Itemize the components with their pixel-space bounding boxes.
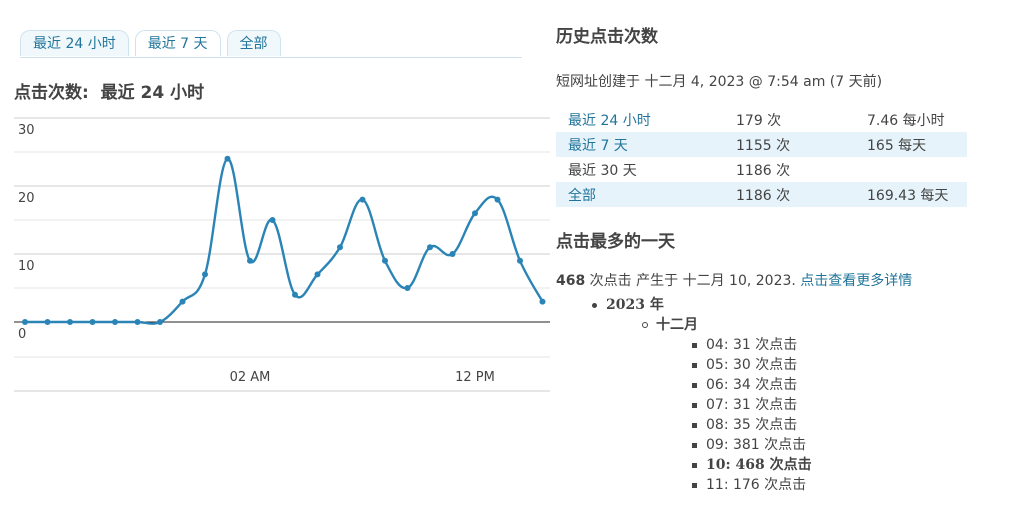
tab-last-24-hours[interactable]: 最近 24 小时	[20, 30, 129, 56]
series-line	[25, 157, 544, 325]
clicks-line-chart: 0 10 20 30 02 AM 12 PM	[14, 117, 550, 392]
y-tick-label: 0	[18, 327, 26, 342]
table-row: 全部 1186 次 169.43 每天	[556, 182, 967, 207]
data-point	[449, 251, 456, 257]
data-point	[404, 285, 411, 291]
data-point	[67, 319, 73, 325]
table-row: 最近 30 天 1186 次	[556, 157, 967, 182]
y-tick-label: 20	[18, 191, 35, 206]
list-item: 07: 31 次点击	[692, 395, 812, 415]
x-tick-label: 02 AM	[230, 370, 271, 385]
row-count: 1186 次	[724, 182, 855, 207]
month-label: 十二月	[656, 317, 698, 333]
data-point	[22, 319, 28, 325]
chart-title: 点击次数: 最近 24 小时	[14, 83, 205, 103]
tab-all[interactable]: 全部	[226, 30, 281, 56]
list-item: 05: 30 次点击	[692, 355, 812, 375]
data-point	[202, 271, 208, 278]
data-point	[179, 298, 186, 305]
row-rate	[855, 157, 967, 182]
best-day-summary: 468 次点击 产生于 十二月 10, 2023. 点击查看更多详情	[556, 270, 996, 290]
row-label-last-7d[interactable]: 最近 7 天	[556, 132, 724, 157]
history-panel: 历史点击次数 短网址创建于 十二月 4, 2023 @ 7:54 am (7 天…	[556, 22, 996, 493]
row-count: 1186 次	[736, 162, 791, 179]
data-point	[157, 319, 163, 325]
history-table: 最近 24 小时 179 次 7.46 每小时 最近 7 天 1155 次 16…	[556, 107, 967, 207]
year-item: 2023 年 十二月 04: 31 次点击 05: 30 次点击 06: 34 次点…	[592, 295, 812, 495]
list-item: 06: 34 次点击	[692, 375, 812, 395]
table-row: 最近 24 小时 179 次 7.46 每小时	[556, 107, 967, 132]
data-point	[224, 155, 231, 162]
data-point	[472, 210, 478, 217]
data-point	[247, 257, 253, 264]
data-point	[359, 196, 366, 203]
data-point	[382, 257, 388, 264]
period-tabs: 最近 24 小时 最近 7 天全部	[20, 30, 522, 58]
x-tick-label: 12 PM	[455, 370, 495, 385]
row-label-last-30d: 最近 30 天	[568, 162, 637, 179]
row-label-all[interactable]: 全部	[556, 182, 724, 207]
tab-last-7-days[interactable]: 最近 7 天	[134, 30, 221, 56]
more-details-link[interactable]: 点击查看更多详情	[800, 273, 913, 289]
best-day-title: 点击最多的一天	[556, 232, 675, 252]
row-rate: 7.46 每小时	[867, 112, 945, 129]
y-tick-label: 10	[18, 259, 35, 274]
data-point	[494, 196, 501, 203]
data-point	[112, 319, 118, 325]
day-list: 04: 31 次点击 05: 30 次点击 06: 34 次点击 07: 31 次点击…	[692, 335, 812, 495]
best-day-tree: 2023 年 十二月 04: 31 次点击 05: 30 次点击 06: 34 次点…	[592, 295, 812, 495]
data-point	[314, 271, 321, 278]
month-item: 十二月 04: 31 次点击 05: 30 次点击 06: 34 次点击 07: 31…	[642, 315, 812, 495]
best-day-count: 468	[556, 273, 586, 289]
row-count: 179 次	[736, 112, 782, 129]
row-rate: 169.43 每天	[855, 182, 967, 207]
row-label-last-24h[interactable]: 最近 24 小时	[568, 112, 651, 129]
history-title: 历史点击次数	[556, 27, 658, 47]
row-count: 1155 次	[724, 132, 855, 157]
year-label: 2023 年	[606, 297, 664, 313]
created-info: 短网址创建于 十二月 4, 2023 @ 7:54 am (7 天前)	[556, 74, 883, 90]
list-item: 09: 381 次点击	[692, 435, 812, 455]
data-point	[44, 319, 51, 325]
list-item: 04: 31 次点击	[692, 335, 812, 355]
list-item: 08: 35 次点击	[692, 415, 812, 435]
data-point	[539, 298, 546, 305]
data-point	[427, 244, 433, 251]
row-rate: 165 每天	[855, 132, 967, 157]
data-point	[292, 291, 298, 298]
table-row: 最近 7 天 1155 次 165 每天	[556, 132, 967, 157]
data-point	[89, 319, 96, 325]
y-tick-label: 30	[18, 123, 35, 138]
data-point	[134, 319, 141, 325]
list-item: 10: 468 次点击	[692, 455, 812, 475]
data-point	[269, 217, 276, 223]
data-point	[517, 257, 523, 264]
best-day-text: 次点击 产生于 十二月 10, 2023.	[585, 273, 801, 289]
list-item: 11: 176 次点击	[692, 475, 812, 495]
data-point	[337, 244, 343, 251]
